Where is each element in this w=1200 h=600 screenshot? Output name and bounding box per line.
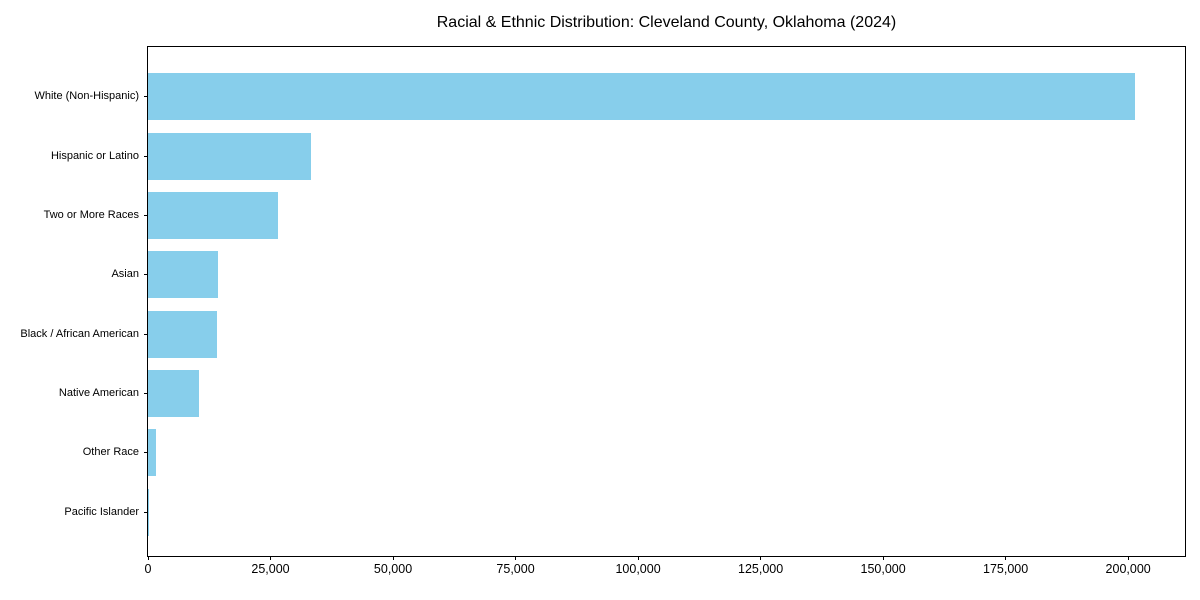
x-tick-mark [1005,556,1007,560]
chart-row: Hispanic or Latino [51,126,1185,185]
chart-title: Racial & Ethnic Distribution: Cleveland … [436,14,897,31]
y-tick-mark [144,452,148,454]
y-tick-mark [144,96,148,98]
chart-row: White (Non-Hispanic) [34,67,1185,126]
bar [148,132,312,180]
category-label: Hispanic or Latino [50,149,139,162]
x-tick-mark [882,556,884,560]
chart-row: Native American [59,364,1185,423]
chart-row: Asian [111,245,1185,304]
x-tick-mark [270,556,272,560]
x-tick-mark [515,556,517,560]
bar [148,488,149,536]
chart-row: Other Race [83,423,1185,482]
x-tick-label: 0 [144,562,152,576]
x-tick-label: 150,000 [860,562,906,576]
x-tick-mark [637,556,639,560]
x-axis: 0 25,000 50,000 75,000 100,000 125,000 150,000… [144,556,1185,588]
bar [148,429,157,477]
category-label: Asian [111,268,139,281]
bars-container: White (Non-Hispanic) Hispanic or Latino Tw… [20,47,1185,556]
x-tick-label: 50,000 [373,562,413,576]
category-label: White (Non-Hispanic) [34,90,139,103]
plot-area: White (Non-Hispanic) Hispanic or Latino Tw… [20,46,1186,575]
chart-row: Black / African American [20,305,1185,364]
bar [148,73,1135,121]
y-tick-mark [144,274,148,276]
chart-row: Pacific Islander [64,483,1185,542]
x-tick-label: 125,000 [738,562,784,576]
y-tick-mark [144,214,148,216]
bar [148,251,218,299]
chart-row: Two or More Races [44,186,1185,245]
x-tick-mark [392,556,394,560]
x-tick-label: 175,000 [983,562,1029,576]
x-tick-mark [760,556,762,560]
y-tick-mark [144,333,148,335]
category-label: Black / African American [20,327,139,340]
category-label: Two or More Races [43,208,139,221]
x-tick-label: 25,000 [251,562,290,576]
y-tick-mark [144,155,148,157]
x-tick-label: 200,000 [1105,562,1151,576]
bar [148,310,217,358]
x-tick-label: 100,000 [615,562,661,576]
x-tick-mark [147,556,149,560]
bar [148,370,199,418]
y-tick-mark [144,393,148,395]
category-label: Native American [58,387,139,400]
x-tick-mark [1127,556,1129,560]
category-label: Other Race [82,446,139,459]
category-label: Pacific Islander [64,505,139,518]
y-tick-mark [144,511,148,513]
bar [148,191,278,239]
x-tick-label: 75,000 [496,562,535,576]
